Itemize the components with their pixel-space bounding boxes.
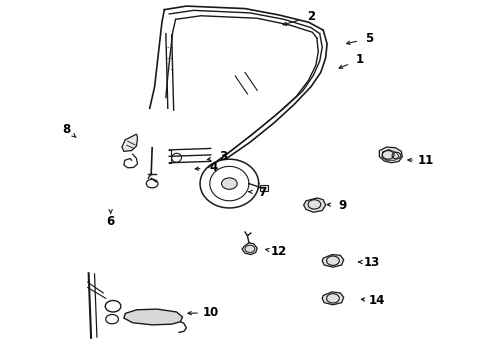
Polygon shape [379, 147, 402, 163]
Polygon shape [304, 198, 326, 212]
Text: 12: 12 [271, 245, 287, 258]
Text: 9: 9 [339, 199, 347, 212]
Text: 7: 7 [258, 186, 266, 199]
Text: 8: 8 [63, 123, 71, 136]
Polygon shape [260, 185, 269, 192]
Text: 14: 14 [369, 294, 385, 307]
Text: 3: 3 [219, 150, 227, 163]
Text: 4: 4 [209, 161, 218, 174]
Polygon shape [322, 255, 343, 267]
Polygon shape [242, 243, 257, 255]
Text: 10: 10 [203, 306, 219, 319]
Text: 13: 13 [364, 256, 380, 269]
Polygon shape [322, 292, 343, 305]
Polygon shape [124, 309, 182, 325]
Text: 6: 6 [106, 215, 115, 228]
Text: 5: 5 [366, 32, 374, 45]
Text: 1: 1 [356, 53, 364, 66]
Text: 11: 11 [417, 154, 434, 167]
Polygon shape [122, 134, 138, 151]
Text: 2: 2 [307, 10, 315, 23]
Circle shape [221, 178, 237, 189]
